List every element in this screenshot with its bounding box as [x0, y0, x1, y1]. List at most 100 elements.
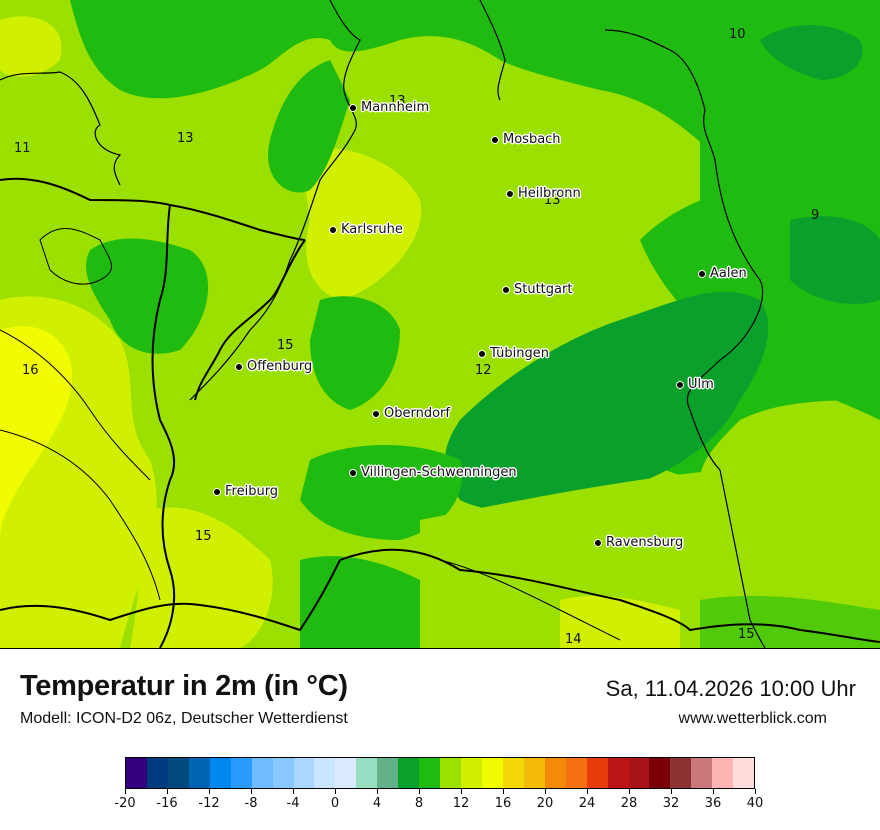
valid-datetime: Sa, 11.04.2026 10:00 Uhr: [605, 676, 856, 701]
colorbar-segment: [670, 758, 692, 788]
colorbar-segment: [209, 758, 231, 788]
city-marker-heilbronn: Heilbronn: [506, 186, 581, 201]
colorbar-tick-label: 12: [452, 796, 470, 811]
city-marker-freiburg: Freiburg: [213, 484, 278, 499]
colorbar-segment: [314, 758, 336, 788]
colorbar-tick: [754, 789, 756, 794]
city-label: Offenburg: [247, 359, 313, 374]
colorbar-segment: [502, 758, 524, 788]
city-label: Ravensburg: [606, 535, 684, 550]
colorbar-tick: [628, 789, 630, 794]
colorbar-segment: [293, 758, 315, 788]
colorbar-segment: [481, 758, 503, 788]
colorbar-tick-label: 28: [620, 796, 638, 811]
city-marker-mannheim: Mannheim: [349, 100, 429, 115]
colorbar-tick: [376, 789, 378, 794]
city-marker-karlsruhe: Karlsruhe: [329, 222, 403, 237]
colorbar-tick: [418, 789, 420, 794]
colorbar-tick-label: -20: [114, 796, 136, 811]
city-label: Tübingen: [490, 346, 549, 361]
colorbar-tick: [208, 789, 210, 794]
city-label: Freiburg: [225, 484, 279, 499]
city-dot-icon: [213, 487, 221, 496]
city-marker-tuebingen: Tübingen: [478, 346, 549, 361]
colorbar-segment: [544, 758, 566, 788]
colorbar-tick: [670, 789, 672, 794]
colorbar-tick: [292, 789, 294, 794]
colorbar-tick-label: 16: [494, 796, 512, 811]
contour-label: 9: [811, 208, 820, 223]
city-dot-icon: [329, 225, 337, 234]
contour-label: 10: [729, 27, 746, 42]
colorbar-segment: [335, 758, 357, 788]
city-dot-icon: [372, 409, 380, 418]
colorbar-tick: [460, 789, 462, 794]
colorbar-segment: [419, 758, 441, 788]
colorbar-tick-label: 0: [330, 796, 340, 811]
colorbar-segment: [126, 758, 147, 788]
city-marker-ulm: Ulm: [676, 377, 714, 392]
city-dot-icon: [491, 135, 499, 144]
colorbar-tick: [544, 789, 546, 794]
colorbar-segment: [377, 758, 399, 788]
colorbar-segment: [251, 758, 273, 788]
city-dot-icon: [349, 103, 357, 112]
colorbar-tick: [250, 789, 252, 794]
colorbar-segment: [607, 758, 629, 788]
colorbar-tick-label: 32: [662, 796, 680, 811]
city-label: Ulm: [688, 377, 714, 392]
city-marker-oberndorf: Oberndorf: [372, 406, 450, 421]
colorbar-tick-label: 4: [372, 796, 382, 811]
contour-label: 16: [22, 363, 39, 378]
colorbar-tick-label: 36: [704, 796, 722, 811]
city-dot-icon: [235, 362, 243, 371]
colorbar-tick-label: -16: [156, 796, 178, 811]
city-dot-icon: [502, 285, 510, 294]
colorbar-tick-label: 8: [414, 796, 424, 811]
contour-label: 15: [277, 338, 294, 353]
colorbar-ticks: -20 -16 -12 -8 -4 0 4 8 12 16 20 24 28 32 36 40: [114, 789, 763, 819]
colorbar-tick-label: -12: [198, 796, 220, 811]
temperature-field: [0, 0, 880, 648]
colorbar-tick: [334, 789, 336, 794]
city-dot-icon: [594, 538, 602, 547]
colorbar-tick: [586, 789, 588, 794]
colorbar-segment: [733, 758, 755, 788]
city-label: Villingen-Schwenningen: [361, 465, 517, 480]
city-label: Heilbronn: [518, 186, 581, 201]
colorbar-segment: [167, 758, 189, 788]
city-marker-ravensburg: Ravensburg: [594, 535, 683, 550]
colorbar-tick: [166, 789, 168, 794]
temperature-colorbar: [125, 757, 755, 789]
colorbar-tick-label: 24: [578, 796, 596, 811]
city-dot-icon: [506, 189, 514, 198]
city-marker-offenburg: Offenburg: [235, 359, 312, 374]
colorbar-segment: [440, 758, 461, 788]
city-label: Oberndorf: [384, 406, 450, 421]
temperature-map: 10 13 13 11 13 9 15 16 12 15 14 15 Mannh…: [0, 0, 880, 649]
city-marker-villingen-schwenningen: Villingen-Schwenningen: [349, 465, 517, 480]
colorbar-segment: [523, 758, 545, 788]
colorbar-tick: [124, 789, 126, 794]
city-label: Mannheim: [361, 100, 430, 115]
colorbar-segment: [356, 758, 378, 788]
contour-label: 12: [475, 363, 492, 378]
colorbar-segment: [691, 758, 713, 788]
contour-label: 13: [389, 94, 406, 109]
contour-label: 15: [195, 529, 212, 544]
colorbar-segment: [712, 758, 734, 788]
colorbar-segment: [586, 758, 608, 788]
colorbar-tick: [712, 789, 714, 794]
city-dot-icon: [478, 349, 486, 358]
city-marker-stuttgart: Stuttgart: [502, 282, 572, 297]
colorbar-tick: [502, 789, 504, 794]
city-marker-mosbach: Mosbach: [491, 132, 561, 147]
model-source: Modell: ICON-D2 06z, Deutscher Wetterdie…: [20, 710, 348, 727]
contour-label: 11: [14, 141, 31, 156]
colorbar-segment: [188, 758, 210, 788]
contour-label: 13: [177, 131, 194, 146]
contour-label: 15: [738, 627, 755, 642]
colorbar-segment: [398, 758, 420, 788]
colorbar-tick-label: -8: [244, 796, 258, 811]
colorbar-segment: [272, 758, 294, 788]
